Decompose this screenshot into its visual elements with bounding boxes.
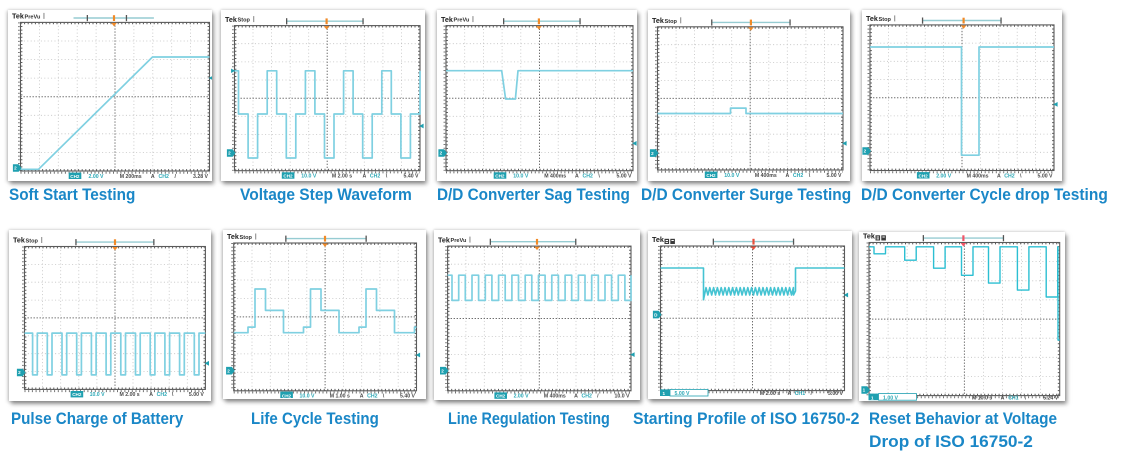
svg-text:5.00 V: 5.00 V [674,391,690,397]
svg-text:\: \ [382,394,384,399]
svg-text:CH2: CH2 [919,173,929,178]
svg-text:Stop: Stop [25,238,38,244]
svg-text:2: 2 [227,368,230,373]
svg-text:Stop: Stop [665,19,678,25]
svg-text:M 200ms: M 200ms [119,174,141,180]
svg-text:A: A [149,392,153,398]
svg-text:Tek: Tek [12,12,24,21]
svg-text:A: A [786,173,790,179]
svg-text:CH2: CH2 [495,174,505,179]
svg-text:2: 2 [18,370,21,375]
svg-text:Tek: Tek [441,15,453,24]
svg-text:M 400ms: M 400ms [544,394,566,400]
svg-text:\: \ [171,392,173,398]
svg-text:A: A [575,174,579,180]
svg-text:CH2: CH2 [367,394,377,399]
svg-text:CH2: CH2 [283,174,293,179]
svg-text:5.00 V: 5.00 V [1038,173,1054,179]
svg-text:Tek: Tek [866,14,878,23]
svg-text:M 2.00 s: M 2.00 s [759,391,779,397]
svg-text:CH2: CH2 [706,173,716,178]
svg-text:A: A [1001,396,1005,401]
svg-text:Stop: Stop [879,17,892,23]
svg-text:CH2: CH2 [281,394,291,399]
svg-text:5.40 V: 5.40 V [404,174,420,180]
svg-text:2: 2 [14,166,17,171]
svg-text:Tek: Tek [227,232,239,241]
svg-text:A: A [363,174,367,180]
svg-text:Tek: Tek [652,16,664,25]
svg-text:CH2: CH2 [370,174,380,180]
svg-text:Tek: Tek [438,235,450,244]
svg-text:5.24 V: 5.24 V [1043,396,1059,401]
svg-text:5.00 V: 5.00 V [827,173,843,179]
svg-text:Tek: Tek [652,235,664,244]
svg-text:\: \ [598,174,600,180]
svg-text:\: \ [1024,396,1026,401]
svg-text:\: \ [386,174,388,180]
svg-text:/: / [174,174,176,180]
svg-text:CH2: CH2 [496,394,506,399]
svg-text:1: 1 [871,396,874,401]
svg-text:CH2: CH2 [793,173,803,179]
svg-text:10.0 V: 10.0 V [301,174,317,180]
svg-text:2.00 V: 2.00 V [88,174,104,180]
svg-text:M 400ms: M 400ms [544,174,566,180]
svg-text:M 400ms: M 400ms [967,173,989,179]
svg-text:M 2.00 s: M 2.00 s [119,392,139,398]
svg-text:A: A [997,173,1001,179]
svg-text:CH2: CH2 [1004,173,1014,179]
svg-text:5.00 V: 5.00 V [188,392,204,398]
svg-text:M 1.00 s: M 1.00 s [329,394,349,399]
svg-text:CH2: CH2 [582,394,592,400]
svg-text:Stop: Stop [239,235,252,241]
svg-text:/: / [810,391,812,397]
svg-text:A: A [150,174,154,180]
svg-text:CH2: CH2 [158,174,168,180]
svg-text:PreVu: PreVu [454,18,471,24]
svg-text:2: 2 [864,149,867,154]
svg-text:Stop: Stop [238,18,251,24]
svg-text:2.00 V: 2.00 V [514,394,530,400]
svg-text:Tek: Tek [13,235,25,244]
svg-text:10.0 V: 10.0 V [89,392,105,398]
svg-text:10.0 V: 10.0 V [299,394,315,399]
svg-text:CH2: CH2 [72,392,82,397]
svg-text:5.00 V: 5.00 V [828,391,844,397]
svg-text:2.00 V: 2.00 V [936,173,952,179]
svg-text:D: D [654,312,658,317]
svg-text:A: A [574,394,578,400]
svg-text:1: 1 [662,391,665,396]
svg-text:M 400ms: M 400ms [755,173,777,179]
svg-text:Tek: Tek [863,232,875,241]
svg-text:CH2: CH2 [156,392,166,398]
svg-text:CH1: CH1 [1008,396,1018,401]
svg-text:2: 2 [651,151,654,156]
svg-text:10.0 V: 10.0 V [615,394,631,400]
svg-text:\: \ [1020,173,1022,179]
svg-text:A: A [787,391,791,397]
svg-text:\: \ [809,173,811,179]
svg-text:PreVu: PreVu [451,238,468,244]
svg-text:10.0 V: 10.0 V [513,174,529,180]
svg-text:5.40 V: 5.40 V [400,394,416,399]
svg-text:/: / [597,394,599,400]
svg-text:Tek: Tek [225,15,237,24]
svg-text:5.00 V: 5.00 V [617,174,633,180]
svg-text:A: A [359,394,363,399]
svg-text:PreVu: PreVu [24,14,41,20]
svg-text:M 10.0 s: M 10.0 s [972,396,992,401]
svg-text:CH2: CH2 [583,174,593,180]
svg-text:2: 2 [228,151,231,156]
svg-text:2: 2 [440,151,443,156]
svg-text:M 2.00 s: M 2.00 s [332,174,352,180]
svg-text:1: 1 [863,388,866,393]
svg-text:10.0 V: 10.0 V [724,173,740,179]
svg-text:3.28 V: 3.28 V [193,174,209,180]
svg-text:CH1: CH1 [794,391,804,397]
svg-text:CH2: CH2 [70,174,80,179]
svg-text:2: 2 [441,368,444,373]
svg-text:1.00 V: 1.00 V [883,396,899,401]
